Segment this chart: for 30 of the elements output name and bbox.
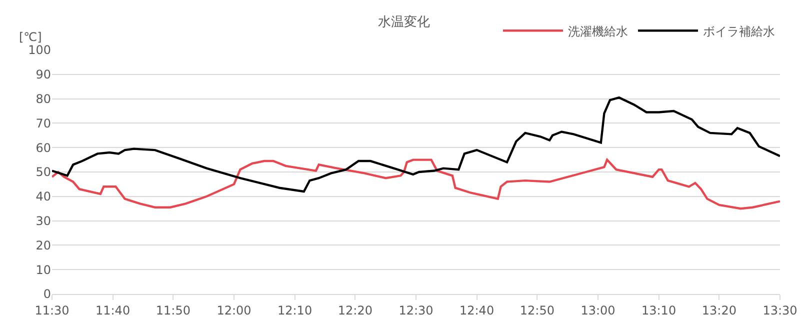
legend-label: 洗濯機給水 <box>568 24 628 38</box>
legend-label: ボイラ補給水 <box>703 24 775 38</box>
y-tick-label: 40 <box>36 190 51 204</box>
x-tick-label: 11:30 <box>34 303 70 318</box>
y-tick-label: 30 <box>36 214 51 228</box>
y-tick-label: 0 <box>43 287 51 302</box>
x-tick-label: 12:40 <box>459 303 494 318</box>
x-tick-label: 11:50 <box>156 303 191 318</box>
y-tick-label: 10 <box>36 262 51 277</box>
x-tick-label: 12:10 <box>277 303 312 318</box>
line-series <box>52 158 780 210</box>
y-tick-label: 90 <box>36 68 51 82</box>
chart-title: 水温変化 <box>378 14 430 30</box>
y-tick-label: 60 <box>36 140 51 155</box>
x-tick-label: 13:20 <box>702 303 737 318</box>
y-tick-label: 70 <box>36 116 51 130</box>
y-tick-label: 80 <box>36 92 51 106</box>
x-tick-label: 12:30 <box>398 303 434 318</box>
x-tick-label: 12:00 <box>216 303 252 318</box>
y-tick-label: 50 <box>36 165 51 180</box>
y-axis-title: [℃] <box>19 30 42 44</box>
x-tick-label: 13:10 <box>641 303 676 318</box>
x-tick-label: 11:40 <box>95 303 130 318</box>
x-tick-label: 13:00 <box>580 303 616 318</box>
x-tick-label: 13:30 <box>762 303 798 318</box>
line-series <box>52 96 780 193</box>
x-tick-label: 12:50 <box>520 303 555 318</box>
x-tick-label: 12:20 <box>338 303 373 318</box>
y-tick-label: 20 <box>36 238 51 252</box>
y-tick-label: 100 <box>28 43 51 58</box>
